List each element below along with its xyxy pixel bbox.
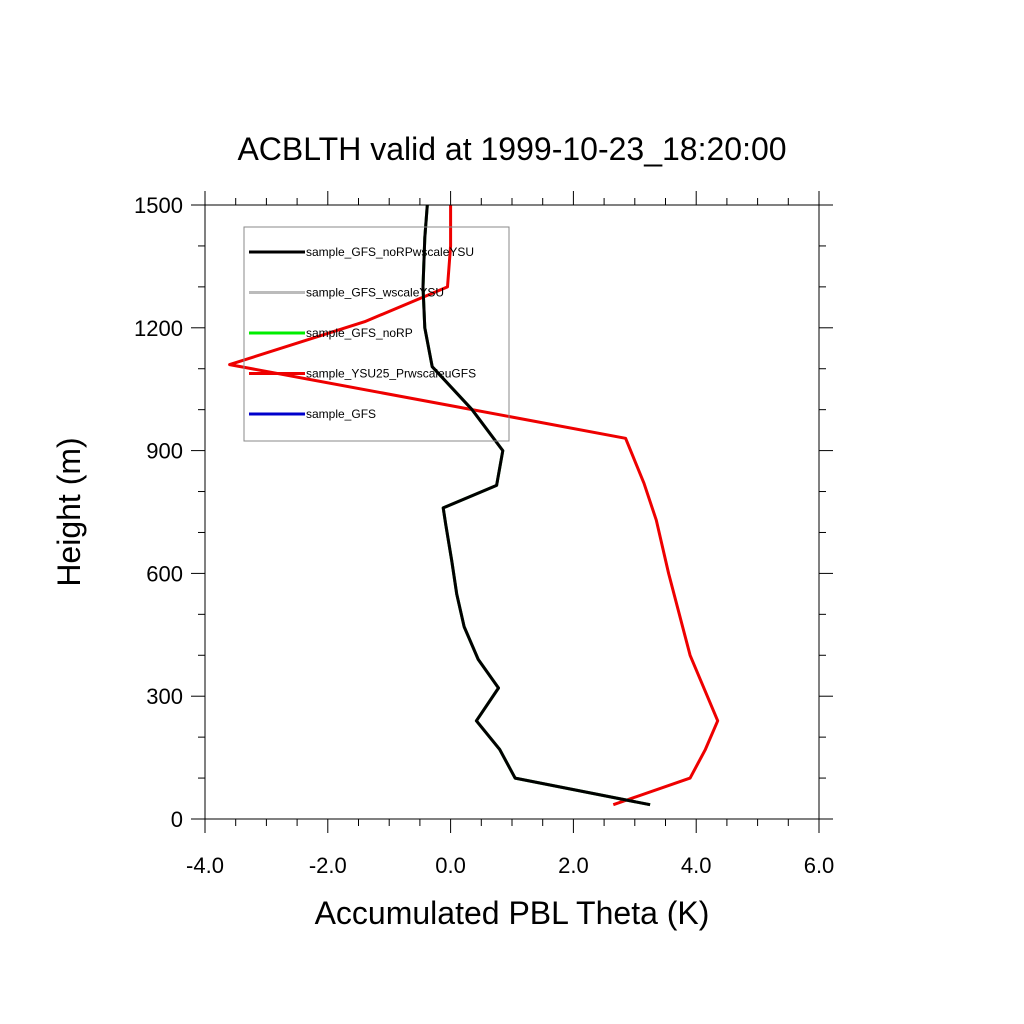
series-line-3 — [228, 205, 720, 807]
plot-lines — [228, 204, 720, 807]
y-tick-label: 900 — [146, 439, 183, 464]
series-line-0 — [421, 204, 651, 807]
series-line-1 — [421, 204, 651, 807]
y-tick-label: 300 — [146, 684, 183, 709]
x-tick-label: 6.0 — [804, 853, 835, 878]
legend-label: sample_GFS_noRPwscaleYSU — [306, 245, 474, 259]
legend-label: sample_GFS_noRP — [306, 326, 413, 340]
x-tick-label: 4.0 — [681, 853, 712, 878]
y-tick-label: 0 — [171, 807, 183, 832]
legend: sample_GFS_noRPwscaleYSU sample_GFS_wscal… — [243, 226, 510, 442]
y-tick-label: 1200 — [134, 316, 183, 341]
y-tick-label: 1500 — [134, 193, 183, 218]
series-line-2 — [421, 204, 651, 807]
x-tick-label: -2.0 — [309, 853, 347, 878]
axis-ticks — [191, 191, 833, 833]
x-tick-label: -4.0 — [186, 853, 224, 878]
legend-label: sample_YSU25_PrwscaleuGFS — [306, 367, 476, 381]
x-axis-label: Accumulated PBL Theta (K) — [315, 895, 710, 931]
x-tick-label: 2.0 — [558, 853, 589, 878]
tick-labels: -4.0 -2.0 0.0 2.0 4.0 6.0 0 300 600 900 1200 1500 — [134, 193, 834, 878]
legend-label: sample_GFS_wscaleYSU — [306, 286, 444, 300]
legend-box — [243, 226, 510, 442]
y-axis-label: Height (m) — [51, 437, 87, 586]
y-tick-label: 600 — [146, 561, 183, 586]
legend-label: sample_GFS — [306, 407, 376, 421]
chart-title: ACBLTH valid at 1999-10-23_18:20:00 — [237, 131, 786, 167]
x-tick-label: 0.0 — [435, 853, 466, 878]
plot-frame — [204, 204, 820, 820]
